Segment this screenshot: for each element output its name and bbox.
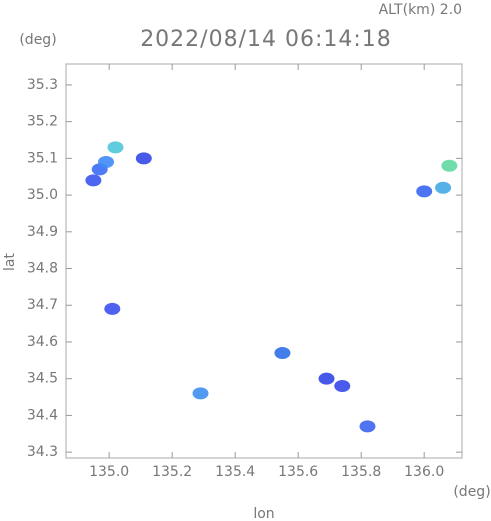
- y-tick-label: 34.4: [27, 407, 58, 423]
- echo: [334, 380, 351, 393]
- echo: [192, 387, 209, 400]
- echo: [318, 372, 335, 385]
- x-tick-label: 135.8: [341, 464, 381, 480]
- echo: [274, 346, 291, 359]
- echo: [85, 174, 102, 187]
- x-tick-label: 135.4: [215, 464, 255, 480]
- y-tick-label: 34.7: [27, 297, 58, 313]
- echo: [98, 156, 115, 169]
- y-tick-label: 34.8: [27, 261, 58, 277]
- echo: [107, 141, 124, 154]
- chart-title: 2022/08/14 06:14:18: [140, 27, 392, 52]
- x-tick-label: 135.2: [152, 464, 192, 480]
- y-tick-label: 34.9: [27, 224, 58, 240]
- y-tick-label: 34.5: [27, 371, 58, 387]
- plot-frame: [65, 63, 463, 459]
- x-tick-label: 136.0: [404, 464, 444, 480]
- echo: [135, 152, 152, 165]
- y-axis-label: lat: [2, 253, 18, 271]
- y-tick-label: 34.3: [27, 444, 58, 460]
- x-unit: (deg): [453, 484, 490, 500]
- x-tick-label: 135.6: [278, 464, 318, 480]
- y-tick-label: 35.1: [27, 150, 58, 166]
- echo: [359, 420, 376, 433]
- echo: [416, 185, 433, 198]
- x-tick-label: 135.0: [89, 464, 129, 480]
- echo: [104, 302, 121, 315]
- altitude: ALT(km) 2.0: [379, 2, 462, 18]
- y-tick-label: 35.0: [27, 187, 58, 203]
- echo: [435, 181, 452, 194]
- y-tick-label: 35.2: [27, 114, 58, 130]
- y-unit: (deg): [19, 32, 56, 48]
- y-tick-label: 34.6: [27, 334, 58, 350]
- x-axis-label: lon: [253, 506, 274, 521]
- y-tick-label: 35.3: [27, 77, 58, 93]
- echo: [441, 159, 458, 172]
